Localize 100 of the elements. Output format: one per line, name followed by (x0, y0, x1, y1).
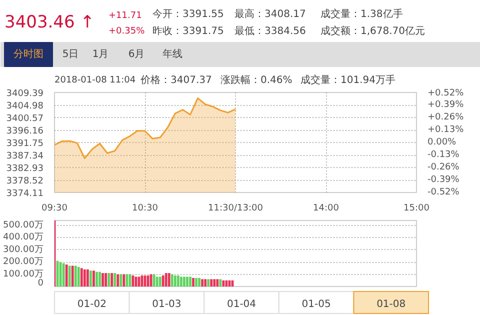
text: 3403.46 ↑ (4, 12, 94, 32)
bar (162, 276, 164, 286)
y-tick-label: 300.00万 (3, 244, 44, 255)
x-tick-label: 10:30 (132, 204, 158, 214)
bar (225, 280, 228, 286)
y-tick-label: 3374.11 (6, 189, 44, 199)
bar (110, 273, 114, 286)
y-tick-label: 3378.52 (6, 176, 44, 186)
bar (104, 273, 107, 286)
bar (201, 279, 204, 286)
bar (132, 276, 134, 286)
bar (86, 269, 89, 286)
bar (210, 279, 213, 286)
bar (80, 268, 83, 286)
text: 01-03 (152, 299, 182, 310)
bar (219, 279, 222, 286)
y-tick-label: 100.00万 (3, 269, 44, 280)
x-tick-label: 15:00 (404, 204, 430, 214)
text: 分时图 (14, 48, 44, 60)
bar (128, 274, 132, 286)
y-tick-label: 3400.57 (6, 114, 44, 124)
bar (68, 266, 71, 286)
bar (71, 266, 74, 286)
bar (174, 276, 176, 286)
y2-tick-label: +0.26% (428, 112, 464, 122)
bar (126, 274, 128, 286)
text: 最低：3384.56 (234, 26, 306, 37)
bar (195, 278, 198, 286)
y2-tick-label: +0.39% (428, 100, 464, 110)
bar (213, 279, 216, 286)
y2-tick-label: -0.52% (428, 188, 460, 198)
y-tick-label: 200.00万 (3, 257, 44, 268)
text: 01-08 (376, 299, 406, 310)
bar (102, 273, 104, 286)
text: 成交量：1.38亿手 (320, 8, 403, 20)
y-tick-label: 3382.93 (6, 164, 44, 174)
bar (168, 273, 170, 286)
bar (108, 273, 110, 286)
bar (189, 276, 192, 286)
y-tick-label: 0 (38, 278, 44, 288)
text: +0.35% (108, 26, 146, 36)
y2-tick-label: +0.13% (428, 125, 464, 135)
bar (62, 263, 65, 286)
bar (65, 264, 68, 286)
y2-tick-label: -0.13% (428, 150, 460, 160)
text: 价格：3407.37 (140, 74, 212, 86)
bar (114, 273, 116, 286)
y-tick-label: 400.00万 (3, 232, 44, 243)
bar (204, 279, 207, 286)
bar (92, 270, 95, 286)
y2-tick-label: -0.39% (428, 175, 460, 185)
text: 成交量：101.94万手 (300, 74, 396, 86)
y-tick-label: 3387.34 (6, 152, 44, 162)
bar (170, 274, 174, 286)
bar (216, 279, 219, 286)
text: 昨收：3391.75 (152, 25, 224, 37)
bar (183, 276, 186, 286)
bar (74, 266, 77, 286)
text: 5日 (62, 49, 79, 60)
bar (116, 274, 120, 286)
bar (180, 276, 182, 286)
text: 01-02 (77, 299, 106, 310)
x-tick-label: 11:30/13:00 (208, 204, 264, 214)
bar (152, 274, 156, 286)
bar (176, 276, 180, 286)
y-tick-label: 3409.39 (6, 89, 44, 99)
y-tick-label: 3404.98 (6, 102, 44, 112)
bar (164, 273, 168, 286)
bar (77, 266, 80, 286)
bar (186, 276, 188, 286)
y-tick-label: 500.00万 (3, 220, 44, 230)
bar (96, 272, 98, 286)
bar (120, 274, 122, 286)
y-tick-label: 3391.75 (6, 139, 44, 149)
bar (198, 278, 201, 286)
y2-tick-label: 0.00% (428, 138, 457, 148)
bar (83, 269, 86, 286)
text: 成交额：1,678.70亿元 (320, 25, 426, 37)
y2-tick-label: +0.52% (428, 88, 464, 98)
y-tick-label: 3396.16 (6, 126, 44, 136)
text: 01-04 (226, 299, 256, 310)
text: 2018-01-08 11:04 (54, 76, 136, 86)
text: 6月 (128, 49, 145, 60)
bar (222, 280, 225, 286)
x-tick-label: 09:30 (42, 204, 68, 214)
bar (156, 276, 158, 286)
text: 年线 (162, 48, 182, 60)
bar (134, 276, 138, 286)
bar (98, 272, 101, 286)
x-tick-label: 14:00 (313, 204, 340, 214)
text: 1月 (92, 49, 109, 60)
bar (192, 278, 194, 286)
text: 今开：3391.55 (152, 8, 224, 20)
text: 01-05 (302, 299, 331, 310)
bar (207, 279, 210, 286)
bar (158, 276, 162, 286)
text: 最高：3408.17 (234, 8, 306, 20)
bar (89, 270, 92, 286)
bar (122, 274, 126, 286)
text: +11.71 (108, 11, 142, 21)
